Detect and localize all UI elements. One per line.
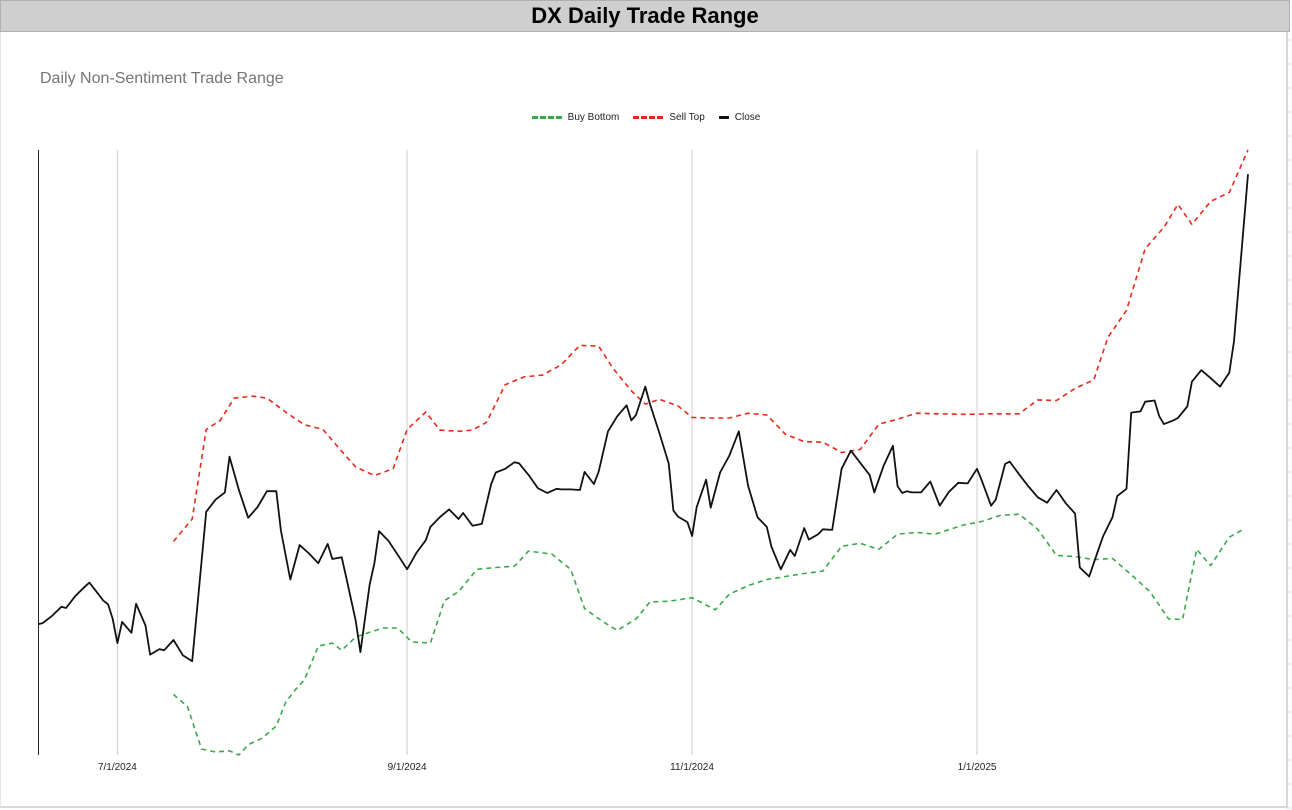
right-edge-ticks	[1286, 39, 1291, 809]
series-layer	[37, 149, 1249, 756]
x-axis-ticks: 7/1/2024 9/1/2024 11/1/2024 1/1/2025	[98, 762, 997, 773]
chart-frame	[0, 32, 1288, 808]
x-tick-label: 7/1/2024	[98, 762, 137, 773]
legend-swatch-close	[718, 116, 729, 119]
legend-item-buy-bottom[interactable]: Buy Bottom	[531, 112, 620, 123]
legend-swatch-sell-top	[633, 116, 664, 119]
x-tick-label: 11/1/2024	[670, 762, 714, 773]
chart-title: DX Daily Trade Range	[531, 3, 759, 28]
chart-title-bar: DX Daily Trade Range	[0, 0, 1290, 32]
legend-swatch-buy-bottom	[531, 116, 562, 119]
series-line-close[interactable]	[37, 174, 1249, 663]
series-line-sell-top[interactable]	[172, 149, 1249, 542]
legend-label-sell-top: Sell Top	[669, 112, 705, 123]
chart-legend: Buy Bottom Sell Top Close	[0, 112, 1292, 123]
legend-item-close[interactable]: Close	[718, 112, 761, 123]
legend-item-sell-top[interactable]: Sell Top	[633, 112, 705, 123]
legend-label-close: Close	[734, 112, 761, 123]
chart-subtitle: Daily Non-Sentiment Trade Range	[40, 70, 284, 87]
vertical-gridlines	[116, 150, 978, 755]
x-tick-label: 1/1/2025	[958, 762, 997, 773]
x-tick-label: 9/1/2024	[388, 762, 427, 773]
legend-label-buy-bottom: Buy Bottom	[567, 112, 620, 123]
series-line-buy-bottom[interactable]	[172, 513, 1244, 756]
